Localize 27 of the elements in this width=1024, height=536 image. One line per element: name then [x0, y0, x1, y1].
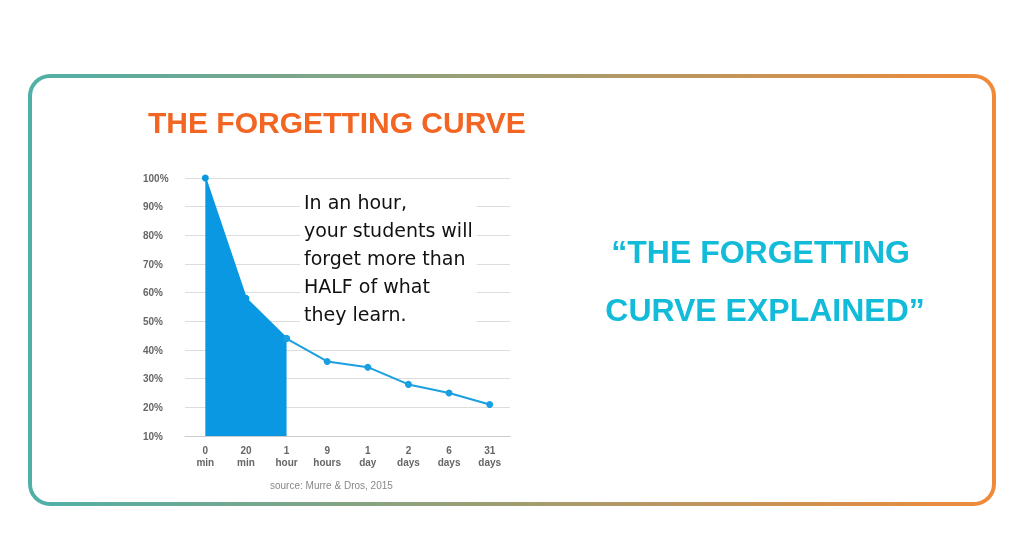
- point: [201, 174, 209, 182]
- y-tick-label: 90%: [143, 201, 164, 213]
- source-note: source: Murre & Dros, 2015: [270, 479, 394, 491]
- text: “THE FORGETTING CURVE EXPLAINED”: [605, 234, 925, 328]
- point: [486, 400, 494, 408]
- y-tick-label: 10%: [143, 430, 164, 442]
- x-tick-label: 1 hour: [275, 444, 298, 468]
- x-tick-label: 9 hours: [313, 444, 342, 468]
- y-tick-label: 100%: [143, 172, 169, 184]
- x-tick-label: 2 days: [397, 444, 421, 468]
- x-tick-label: 31 days: [478, 444, 502, 468]
- y-tick-label: 50%: [143, 315, 164, 327]
- y-tick-label: 20%: [143, 401, 164, 413]
- x-tick-label: 1 day: [359, 444, 377, 468]
- y-tick-label: 30%: [143, 373, 164, 385]
- point: [404, 380, 412, 388]
- x-tick-label: 6 days: [437, 444, 461, 468]
- chart-title: THE FORGETTING CURVE: [148, 105, 526, 139]
- point: [323, 357, 331, 365]
- y-tick-label: 40%: [143, 344, 164, 356]
- x-tick-label: 0 min: [196, 444, 215, 468]
- y-tick-label: 70%: [143, 258, 164, 270]
- y-tick-label: 60%: [143, 287, 164, 299]
- point: [364, 363, 372, 371]
- x-tick-label: 20 min: [237, 444, 255, 468]
- annotation: In an hour, your students will forget more than HALF of what they learn.: [304, 191, 473, 325]
- y-tick-label: 80%: [143, 229, 164, 241]
